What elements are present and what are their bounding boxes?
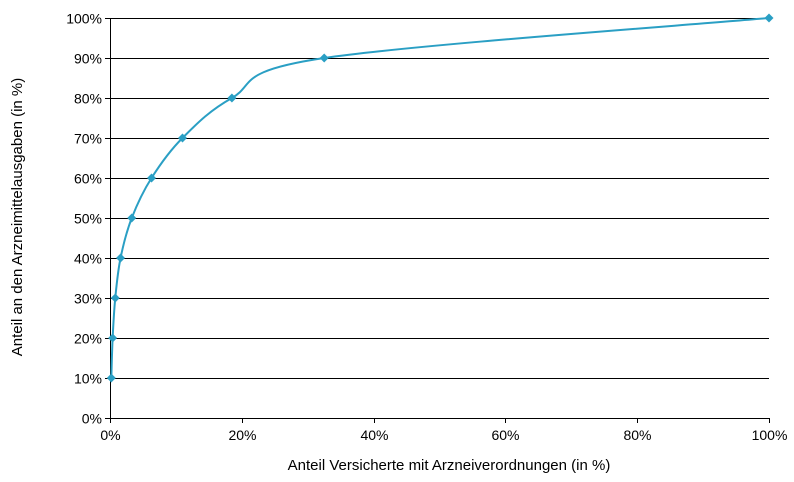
y-tick-label: 0% bbox=[82, 411, 102, 427]
y-axis-title: Anteil an den Arzneimittelausgaben (in %… bbox=[9, 78, 26, 357]
data-point-diamond bbox=[147, 173, 157, 183]
x-tick-label: 0% bbox=[100, 427, 120, 443]
y-tick-label: 60% bbox=[74, 171, 102, 187]
y-tick-label: 10% bbox=[74, 371, 102, 387]
data-point-diamond bbox=[177, 133, 187, 143]
data-point-diamond bbox=[106, 373, 116, 383]
series-layer bbox=[106, 13, 774, 383]
y-tick-label: 50% bbox=[74, 211, 102, 227]
x-tick-label: 20% bbox=[228, 427, 256, 443]
y-tick-label: 20% bbox=[74, 331, 102, 347]
data-point-diamond bbox=[110, 293, 120, 303]
y-tick-label: 100% bbox=[66, 11, 102, 27]
data-point-diamond bbox=[319, 53, 329, 63]
x-tick-label: 80% bbox=[623, 427, 651, 443]
series-line bbox=[110, 17, 770, 379]
grid-lines bbox=[110, 18, 769, 379]
data-point-diamond bbox=[116, 253, 126, 263]
axes bbox=[105, 18, 770, 423]
y-tick-label: 80% bbox=[74, 91, 102, 107]
data-point-diamond bbox=[108, 333, 118, 343]
x-tick-label: 100% bbox=[752, 427, 788, 443]
y-tick-label: 90% bbox=[74, 51, 102, 67]
data-point-diamond bbox=[764, 13, 774, 23]
x-tick-label: 40% bbox=[360, 427, 388, 443]
y-tick-label: 30% bbox=[74, 291, 102, 307]
x-tick-label: 60% bbox=[491, 427, 519, 443]
x-axis-title: Anteil Versicherte mit Arzneiverordnunge… bbox=[288, 457, 611, 474]
y-tick-label: 70% bbox=[74, 131, 102, 147]
x-tick-labels: 0% 20% 40% 60% 80% 100% bbox=[100, 427, 787, 443]
data-point-diamond bbox=[127, 213, 137, 223]
y-tick-label: 40% bbox=[74, 251, 102, 267]
y-tick-labels: 0% 10% 20% 30% 40% 50% 60% 70% 80% 90% 100% bbox=[66, 11, 102, 427]
data-point-diamond bbox=[227, 93, 237, 103]
